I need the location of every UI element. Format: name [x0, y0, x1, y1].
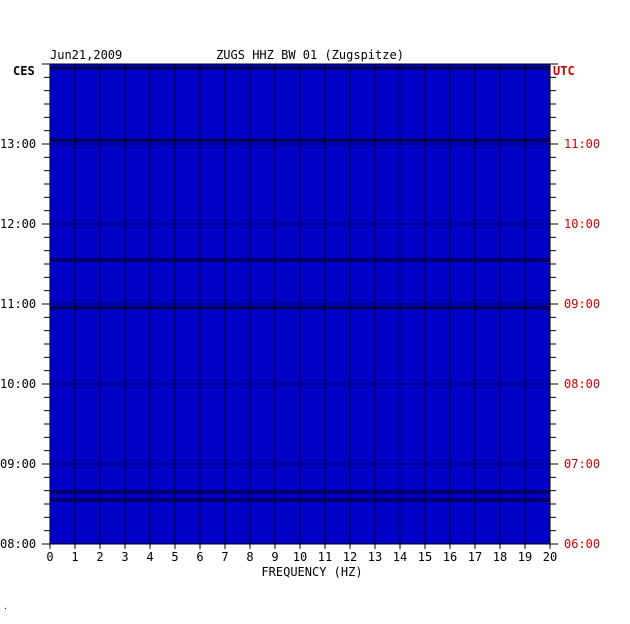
left-timezone-label: CES	[13, 64, 35, 78]
right-timezone-label: UTC	[553, 64, 575, 78]
chart-title: ZUGS HHZ BW 01 (Zugspitze)	[216, 48, 404, 62]
date-label: Jun21,2009	[50, 48, 122, 62]
